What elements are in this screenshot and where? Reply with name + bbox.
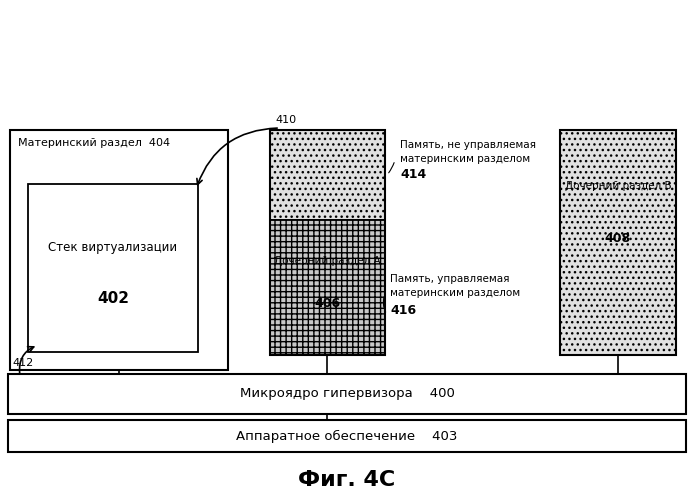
Text: 414: 414: [400, 168, 426, 181]
Text: Стек виртуализации: Стек виртуализации: [49, 242, 178, 254]
Bar: [560, 130, 676, 355]
Text: 408: 408: [605, 232, 631, 244]
Bar: [270, 130, 385, 355]
Text: Память, управляемая: Память, управляемая: [390, 274, 509, 284]
Text: Аппаратное обеспечение    403: Аппаратное обеспечение 403: [237, 430, 457, 442]
Bar: [10, 130, 228, 370]
Text: 406: 406: [314, 297, 341, 310]
Text: Материнский раздел  404: Материнский раздел 404: [18, 138, 170, 148]
Text: Дочерний раздел А: Дочерний раздел А: [274, 256, 381, 266]
Text: материнским разделом: материнским разделом: [390, 288, 520, 298]
Text: 402: 402: [97, 290, 129, 306]
Bar: [270, 130, 385, 220]
Text: Микроядро гипервизора    400: Микроядро гипервизора 400: [239, 388, 455, 400]
Text: 410: 410: [275, 115, 296, 125]
Bar: [8, 420, 686, 452]
Bar: [270, 220, 385, 355]
Text: 412: 412: [12, 358, 33, 368]
Text: Память, не управляемая: Память, не управляемая: [400, 140, 536, 150]
Text: 416: 416: [390, 304, 416, 317]
Bar: [28, 184, 198, 352]
Text: материнским разделом: материнским разделом: [400, 154, 530, 164]
Text: Фиг. 4С: Фиг. 4С: [298, 470, 396, 490]
Bar: [8, 374, 686, 414]
Text: Дочерний раздел В: Дочерний раздел В: [565, 181, 671, 192]
